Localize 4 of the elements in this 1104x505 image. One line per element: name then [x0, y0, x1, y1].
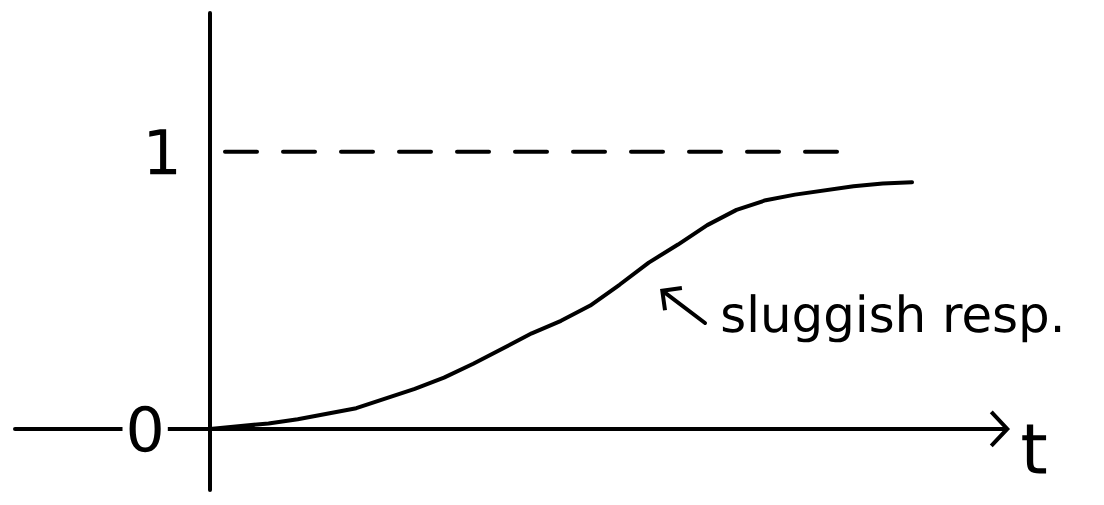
- y-tick-label: 0: [129, 405, 161, 453]
- annotation: sluggish resp.: [722, 294, 1061, 343]
- y-tick-label: 1: [149, 129, 177, 175]
- x-axis-title: t: [1022, 424, 1047, 474]
